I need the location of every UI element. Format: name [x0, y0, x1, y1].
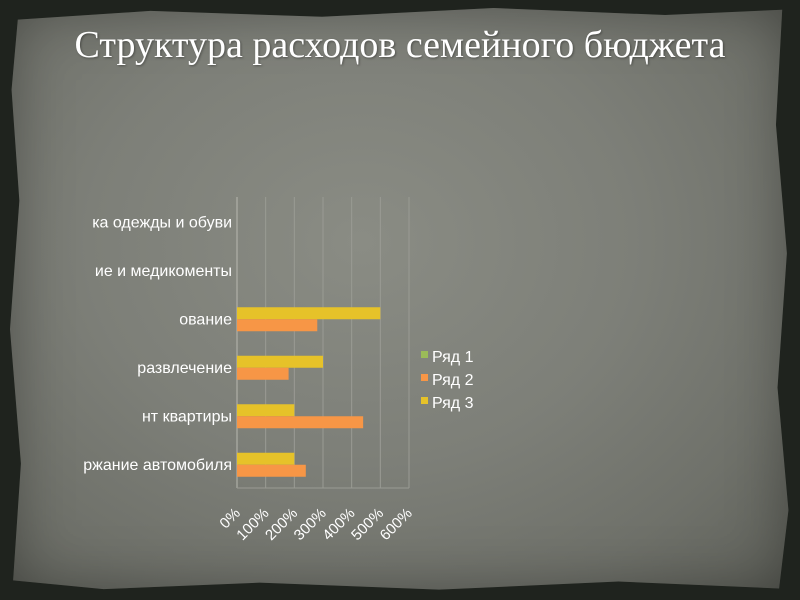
legend-swatch [421, 397, 428, 404]
category-label: развлечение [137, 360, 232, 377]
category-label: ржание автомобиля [83, 457, 232, 474]
x-tick-label: 400% [319, 505, 358, 544]
x-tick-label: 500% [348, 505, 387, 544]
legend-swatch [421, 374, 428, 381]
paper-background [10, 8, 789, 590]
bar-series2 [237, 367, 289, 380]
legend-label: Ряд 3 [432, 395, 474, 412]
legend-label: Ряд 1 [432, 349, 474, 366]
bar-series3 [237, 404, 295, 417]
bar-series3 [237, 307, 381, 320]
x-tick-labels: 0%100%200%300%400%500%600% [216, 505, 415, 544]
category-label: нт квартиры [142, 408, 232, 425]
bar-series3 [237, 452, 295, 465]
legend-swatch [421, 351, 428, 358]
x-tick-label: 100% [233, 505, 272, 544]
x-tick-label: 200% [262, 505, 301, 544]
x-tick-label: 300% [291, 505, 330, 544]
bar-series2 [237, 319, 318, 332]
category-label: ка одежды и обуви [92, 214, 232, 231]
bar-series2 [237, 416, 364, 429]
bar-series3 [237, 355, 323, 368]
legend-label: Ряд 2 [432, 372, 474, 389]
bar-series2 [237, 464, 306, 477]
legend: Ряд 1 Ряд 2 Ряд 3 [421, 349, 474, 412]
category-label: ование [179, 311, 232, 328]
grid-layer [236, 197, 410, 489]
bars-layer [237, 307, 381, 477]
slide-title: Структура расходов семейного бюджета [74, 24, 726, 66]
category-label: ие и медикоменты [95, 263, 232, 280]
category-labels: ржание автомобиля нт квартиры развлечение… [83, 214, 232, 474]
x-tick-label: 600% [377, 505, 416, 544]
